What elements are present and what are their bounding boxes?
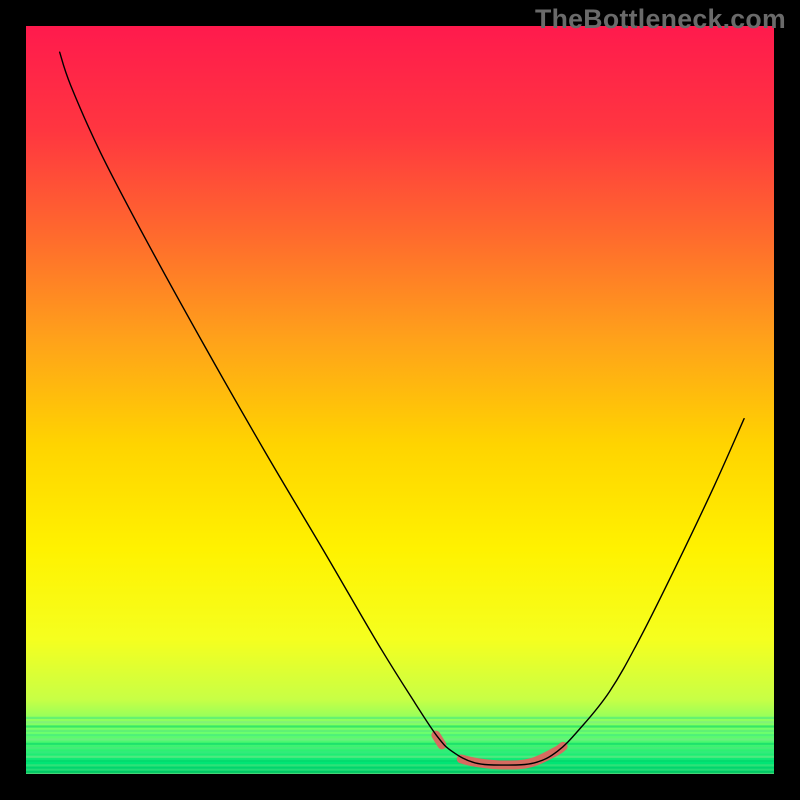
plot-background (26, 26, 774, 774)
chart-svg (0, 0, 800, 800)
watermark-text: TheBottleneck.com (535, 4, 786, 35)
page-root: { "watermark": { "text": "TheBottleneck.… (0, 0, 800, 800)
bottleneck-chart (0, 0, 800, 800)
